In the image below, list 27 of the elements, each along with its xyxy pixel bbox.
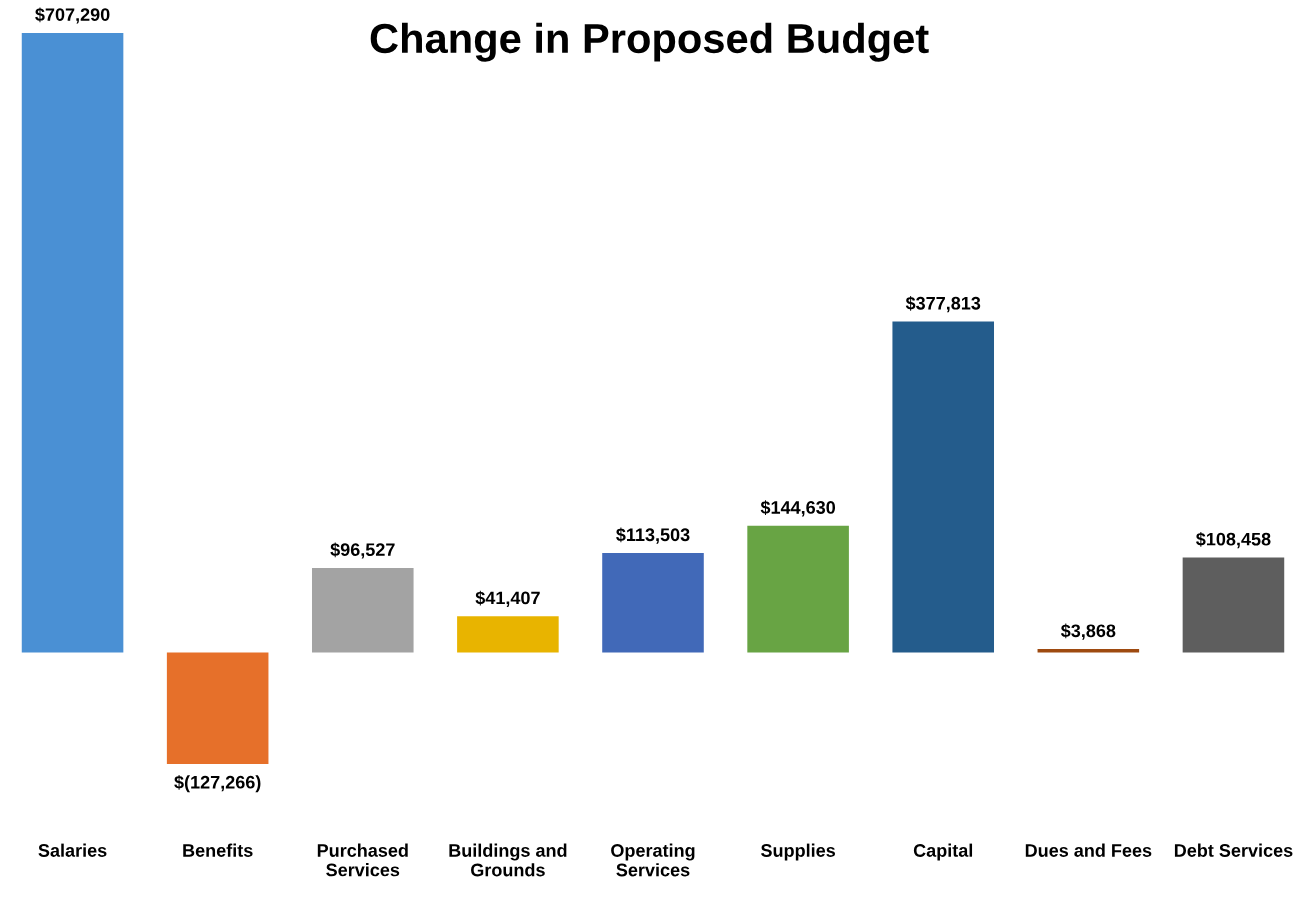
x-tick-label: Benefits [183, 843, 253, 857]
bar [1182, 557, 1285, 653]
bar [457, 616, 559, 653]
bar [21, 32, 124, 653]
x-tick-label: Capital [913, 843, 973, 861]
chart-title: Change in Proposed Budget [370, 22, 929, 62]
bar [747, 525, 849, 653]
data-label: $377,813 [905, 296, 981, 313]
x-tick-label: Purchased Services [317, 843, 408, 877]
data-label: $113,503 [616, 527, 690, 544]
bar [602, 553, 704, 653]
data-label: $96,527 [330, 542, 395, 559]
x-tick-label: Debt Services [1174, 843, 1293, 857]
bar [892, 321, 995, 653]
x-tick-label: Supplies [761, 843, 835, 861]
data-label: $3,868 [1060, 623, 1116, 640]
x-tick-label: Buildings and Grounds [449, 843, 567, 877]
data-label: $707,290 [35, 7, 110, 24]
data-label: $41,407 [475, 590, 540, 607]
x-tick-label: Salaries [38, 843, 107, 857]
data-label: $(127,266) [174, 775, 261, 793]
bar [311, 567, 414, 653]
data-label: $108,458 [1196, 531, 1271, 549]
data-label: $144,630 [760, 500, 836, 517]
x-tick-label: Operating Services [611, 843, 695, 877]
x-tick-label: Dues and Fees [1025, 843, 1152, 857]
bar [166, 652, 269, 764]
